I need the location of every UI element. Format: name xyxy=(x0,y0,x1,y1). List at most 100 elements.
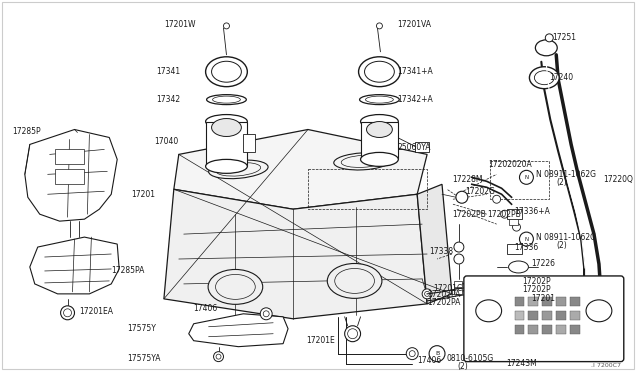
Ellipse shape xyxy=(509,261,529,273)
Circle shape xyxy=(376,23,383,29)
Ellipse shape xyxy=(212,119,241,137)
Bar xyxy=(556,325,566,334)
Text: N: N xyxy=(524,175,529,180)
Bar xyxy=(570,297,580,306)
Ellipse shape xyxy=(534,71,554,85)
Circle shape xyxy=(406,348,418,360)
Bar xyxy=(415,142,429,153)
Circle shape xyxy=(409,351,415,357)
Circle shape xyxy=(520,170,533,184)
Text: 17338: 17338 xyxy=(429,247,453,256)
Text: 17575Y: 17575Y xyxy=(127,324,156,333)
Text: 17342: 17342 xyxy=(156,95,180,104)
Circle shape xyxy=(520,232,533,246)
Text: 17220Q: 17220Q xyxy=(603,175,633,184)
Circle shape xyxy=(454,242,464,252)
Circle shape xyxy=(263,311,269,317)
Circle shape xyxy=(214,352,223,362)
Text: 25060YA: 25060YA xyxy=(397,143,431,152)
Text: 17201W: 17201W xyxy=(164,20,195,29)
Text: 17341: 17341 xyxy=(156,67,180,76)
Text: 17201: 17201 xyxy=(131,190,155,199)
Text: N 08911-1062G: N 08911-1062G xyxy=(536,170,596,179)
Bar xyxy=(54,150,84,164)
Text: N 08911-1062G: N 08911-1062G xyxy=(536,232,596,241)
Text: 17228M: 17228M xyxy=(452,175,483,184)
Bar xyxy=(360,122,398,159)
Ellipse shape xyxy=(367,122,392,138)
Ellipse shape xyxy=(335,269,374,294)
Text: 17226: 17226 xyxy=(531,260,556,269)
Polygon shape xyxy=(164,189,427,319)
Text: 17243M: 17243M xyxy=(507,359,538,368)
Text: B: B xyxy=(435,351,439,356)
Text: (2): (2) xyxy=(556,178,567,187)
Text: 17341+A: 17341+A xyxy=(397,67,433,76)
Ellipse shape xyxy=(327,263,382,298)
Ellipse shape xyxy=(476,300,502,322)
Circle shape xyxy=(223,23,230,29)
Bar xyxy=(515,311,524,320)
Ellipse shape xyxy=(216,163,260,176)
Ellipse shape xyxy=(207,94,246,105)
Bar xyxy=(454,288,462,294)
Text: 17342+A: 17342+A xyxy=(397,95,433,104)
Circle shape xyxy=(454,254,464,264)
Text: 17285PA: 17285PA xyxy=(111,266,145,275)
Bar xyxy=(556,297,566,306)
Ellipse shape xyxy=(358,57,400,87)
Circle shape xyxy=(424,291,429,296)
Circle shape xyxy=(260,308,272,320)
Text: (2): (2) xyxy=(556,241,567,250)
Bar xyxy=(542,297,552,306)
Text: .I 7200C7: .I 7200C7 xyxy=(591,363,621,368)
Text: 17202PB: 17202PB xyxy=(486,210,520,219)
FancyBboxPatch shape xyxy=(464,276,624,362)
Text: 17240: 17240 xyxy=(549,73,573,82)
Text: 17336: 17336 xyxy=(515,243,539,251)
Text: 17336+A: 17336+A xyxy=(515,207,550,216)
Bar xyxy=(507,244,522,254)
Ellipse shape xyxy=(536,40,557,56)
Text: 17202PB: 17202PB xyxy=(452,210,486,219)
Bar xyxy=(529,325,538,334)
Text: 17202020A: 17202020A xyxy=(489,160,532,169)
Bar xyxy=(507,209,522,219)
Circle shape xyxy=(61,306,74,320)
Bar xyxy=(529,297,538,306)
Text: 17201C: 17201C xyxy=(433,284,462,294)
Ellipse shape xyxy=(365,96,394,103)
Ellipse shape xyxy=(216,275,255,299)
Ellipse shape xyxy=(205,159,247,173)
Bar xyxy=(515,297,524,306)
Circle shape xyxy=(513,223,520,231)
Ellipse shape xyxy=(205,115,247,128)
Bar xyxy=(570,311,580,320)
Text: 17202G: 17202G xyxy=(465,187,495,196)
Circle shape xyxy=(545,34,553,42)
Circle shape xyxy=(348,329,358,339)
Text: 17201E: 17201E xyxy=(306,336,335,345)
Circle shape xyxy=(216,354,221,359)
Ellipse shape xyxy=(212,61,241,82)
Bar xyxy=(205,122,247,166)
Text: 17201: 17201 xyxy=(531,294,556,303)
Ellipse shape xyxy=(365,61,394,82)
Polygon shape xyxy=(25,129,117,221)
Circle shape xyxy=(429,346,445,362)
Bar xyxy=(515,325,524,334)
Bar xyxy=(509,219,518,225)
Text: 17201VA: 17201VA xyxy=(397,20,431,29)
Text: N: N xyxy=(524,237,529,241)
Ellipse shape xyxy=(586,300,612,322)
Ellipse shape xyxy=(334,153,391,170)
Circle shape xyxy=(500,210,509,218)
Text: 17406: 17406 xyxy=(194,304,218,313)
Text: 17202PA: 17202PA xyxy=(427,298,461,307)
Text: 17202PA: 17202PA xyxy=(427,291,461,299)
Bar xyxy=(570,325,580,334)
Polygon shape xyxy=(189,314,288,347)
Bar xyxy=(542,325,552,334)
Bar xyxy=(529,311,538,320)
Ellipse shape xyxy=(360,153,398,166)
